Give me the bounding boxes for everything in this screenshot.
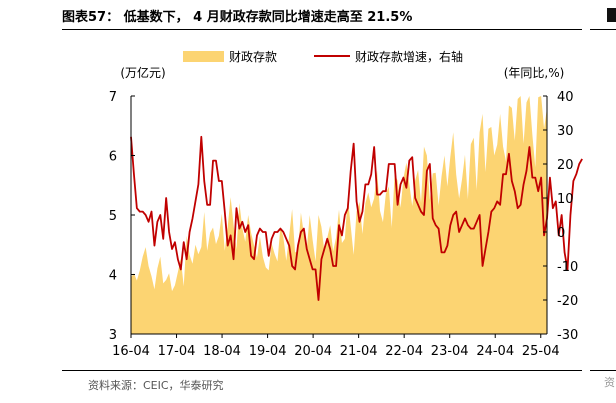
left-tick-label: 7 — [109, 90, 117, 105]
right-axis-unit: (年同比,%) — [504, 66, 565, 80]
series-line-deposit-growth — [130, 135, 583, 301]
x-tick-label: 21-04 — [340, 344, 378, 359]
legend-swatch-area — [183, 51, 224, 62]
left-tick-label: 5 — [109, 209, 117, 224]
adjacent-source-fragment: 资 — [604, 376, 615, 389]
source-note: 资料来源：CEIC，华泰研究 — [88, 379, 224, 392]
adjacent-figure-edge — [607, 8, 616, 22]
x-tick-label: 17-04 — [158, 344, 196, 359]
right-tick-label: -10 — [557, 260, 578, 275]
left-tick-label: 4 — [109, 269, 117, 284]
x-tick-label: 23-04 — [431, 344, 469, 359]
right-tick-label: 30 — [557, 124, 574, 139]
x-tick-label: 24-04 — [476, 344, 514, 359]
left-axis-unit: (万亿元) — [120, 65, 165, 80]
x-tick-label: 19-04 — [249, 344, 287, 359]
title-divider — [62, 29, 582, 30]
right-tick-label: -30 — [557, 328, 578, 343]
left-tick-label: 6 — [109, 150, 117, 165]
right-tick-label: 10 — [557, 192, 574, 207]
right-tick-label: 20 — [557, 158, 574, 173]
chart-title: 图表57： 低基数下， 4 月财政存款同比增速走高至 21.5% — [62, 10, 413, 25]
x-tick-label: 18-04 — [203, 344, 241, 359]
legend-label-line: 财政存款增速，右轴 — [355, 49, 463, 64]
adjacent-figure-divider — [590, 29, 616, 30]
x-tick-label: 16-04 — [112, 344, 150, 359]
source-divider — [62, 370, 582, 371]
x-tick-label: 22-04 — [385, 344, 423, 359]
series-area-fiscal-deposits — [131, 96, 547, 334]
right-tick-label: 0 — [557, 226, 565, 241]
x-tick-label: 20-04 — [294, 344, 332, 359]
legend-label-area: 财政存款 — [229, 50, 277, 64]
right-tick-label: 40 — [557, 90, 574, 105]
left-tick-label: 3 — [109, 328, 117, 343]
right-tick-label: -20 — [557, 294, 578, 309]
x-tick-label: 25-04 — [522, 344, 560, 359]
adjacent-source-divider — [590, 370, 616, 371]
